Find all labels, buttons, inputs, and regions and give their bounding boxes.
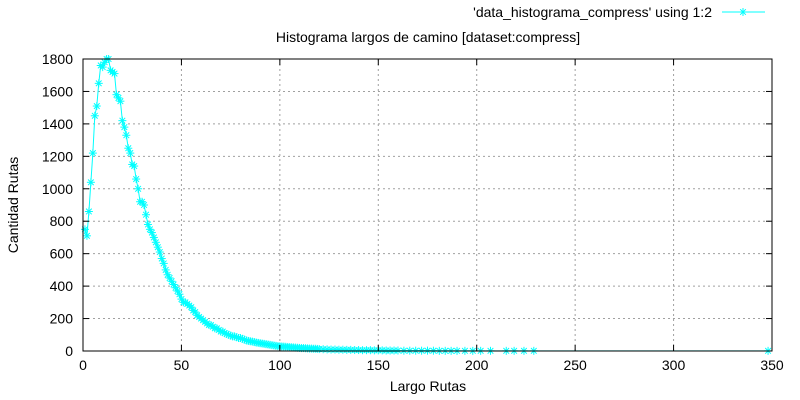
y-tick-label: 1600 [42, 83, 73, 99]
data-point [92, 102, 101, 111]
y-tick-label: 400 [50, 278, 74, 294]
data-point [80, 225, 89, 234]
data-point [138, 197, 147, 206]
y-tick-label: 1200 [42, 148, 73, 164]
x-tick-label: 300 [662, 357, 686, 373]
data-point [140, 201, 149, 209]
y-tick-label: 200 [50, 311, 74, 327]
grid-lines [83, 59, 772, 351]
chart-title: Histograma largos de camino [dataset:com… [276, 29, 580, 45]
y-tick-label: 0 [65, 343, 73, 359]
data-point [159, 259, 168, 268]
series-layer [80, 55, 773, 355]
data-point [126, 149, 135, 158]
y-tick-label: 800 [50, 213, 74, 229]
data-point [155, 248, 164, 257]
x-tick-label: 250 [563, 357, 587, 373]
y-tick-label: 1400 [42, 116, 73, 132]
data-point [94, 79, 103, 88]
data-point [120, 123, 129, 132]
x-tick-label: 350 [760, 357, 784, 373]
y-tick-label: 1000 [42, 181, 73, 197]
data-point [118, 116, 127, 125]
plot-frame [82, 58, 773, 352]
data-point [132, 175, 141, 184]
data-point [86, 178, 95, 187]
x-axis-label: Largo Rutas [390, 378, 466, 394]
data-point [116, 97, 125, 106]
data-point [130, 162, 139, 171]
data-point [84, 207, 93, 216]
data-point [110, 69, 119, 78]
y-axis-label: Cantidad Rutas [5, 157, 21, 254]
data-point [173, 286, 182, 295]
x-tick-label: 200 [465, 357, 489, 373]
legend-series-marker [739, 8, 747, 16]
data-point [165, 274, 174, 282]
data-point [169, 280, 178, 289]
y-tick-label: 600 [50, 246, 74, 262]
x-tick-label: 50 [174, 357, 190, 373]
legend-series-label: 'data_histograma_compress' using 1:2 [473, 4, 712, 20]
x-tick-label: 0 [79, 357, 87, 373]
x-axis: 0 50 100 150 200 250 300 350 [79, 59, 784, 373]
legend: 'data_histograma_compress' using 1:2 [473, 4, 765, 20]
data-point [88, 149, 97, 158]
data-point [82, 231, 91, 240]
data-point [171, 283, 180, 292]
y-axis: 0 200 400 600 800 1000 1200 1400 1600 1800 [42, 51, 772, 359]
data-point [141, 210, 150, 219]
y-tick-label: 1800 [42, 51, 73, 67]
data-point [122, 131, 131, 140]
data-point [90, 111, 99, 120]
x-tick-label: 150 [367, 357, 391, 373]
data-point [134, 184, 143, 193]
x-tick-label: 100 [268, 357, 292, 373]
